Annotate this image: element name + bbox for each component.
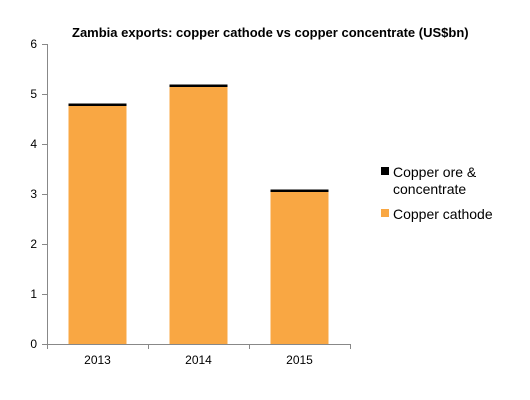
legend-label: Copper ore & bbox=[393, 164, 477, 180]
bar-copper-ore-concentrate-2013 bbox=[68, 103, 127, 106]
bar-copper-cathode-2015 bbox=[270, 192, 329, 344]
y-tick-label: 1 bbox=[30, 287, 37, 301]
legend-label: Copper cathode bbox=[393, 206, 493, 222]
y-tick-label: 4 bbox=[30, 137, 37, 151]
bar-copper-ore-concentrate-2015 bbox=[270, 189, 329, 192]
y-tick-label: 3 bbox=[30, 187, 37, 201]
x-tick-label: 2013 bbox=[84, 353, 111, 367]
y-tick-label: 5 bbox=[30, 87, 37, 101]
chart-title: Zambia exports: copper cathode vs copper… bbox=[72, 25, 469, 40]
legend-swatch bbox=[381, 209, 389, 217]
x-tick-label: 2014 bbox=[185, 353, 212, 367]
legend: Copper ore &concentrate Copper cathode bbox=[381, 164, 493, 222]
bar-copper-cathode-2013 bbox=[68, 106, 127, 344]
legend-swatch bbox=[381, 167, 389, 175]
legend-label: concentrate bbox=[393, 181, 466, 197]
y-tick-label: 0 bbox=[30, 337, 37, 351]
y-axis: 0 1 2 3 4 5 6 bbox=[30, 37, 47, 351]
bar-copper-cathode-2014 bbox=[169, 87, 228, 344]
bar-copper-ore-concentrate-2014 bbox=[169, 84, 228, 87]
y-tick-label: 6 bbox=[30, 37, 37, 51]
x-axis: 2013 2014 2015 bbox=[47, 344, 351, 367]
x-tick-label: 2015 bbox=[286, 353, 313, 367]
y-tick-label: 2 bbox=[30, 237, 37, 251]
bars bbox=[68, 84, 329, 344]
